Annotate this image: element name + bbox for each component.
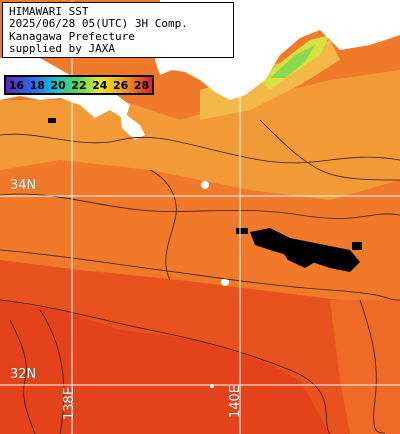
cloud-patch-5 [48, 118, 56, 123]
cold-green-region [270, 45, 315, 78]
scale-tick-20: 20 [50, 78, 66, 92]
scale-tick-28: 28 [133, 78, 150, 92]
cloud-patch-4 [352, 242, 362, 250]
title-line-2: 2025/06/28 05(UTC) 3H Comp. [9, 17, 188, 31]
land-boso [216, 58, 238, 92]
warmer-water-region [0, 300, 330, 434]
lon-label-140e: 140E [228, 384, 243, 418]
scale-tick-18: 18 [29, 78, 45, 92]
title-line-3: Kanagawa Prefecture [9, 29, 135, 43]
land-izu-tip [120, 110, 145, 140]
title-line-4: supplied by JAXA [9, 42, 115, 56]
lon-label-138e: 138E [62, 386, 77, 420]
east-water-region [330, 300, 400, 434]
land-island-miyake [221, 278, 229, 286]
cloud-patch-1 [250, 228, 360, 272]
title-line-1: HIMAWARI SST [9, 5, 89, 18]
lat-label-32n: 32N [10, 367, 37, 382]
cloud-patch-3 [236, 228, 248, 234]
title-box: HIMAWARI SST 2025/06/28 05(UTC) 3H Comp.… [2, 2, 234, 58]
cloud-patch-2 [280, 248, 315, 268]
lat-label-34n: 34N [10, 178, 37, 193]
scale-tick-26: 26 [112, 78, 129, 92]
temperature-scale-bar: 16 18 20 22 24 26 28 [4, 75, 154, 95]
scale-tick-22: 22 [71, 78, 87, 92]
scale-tick-24: 24 [92, 78, 108, 92]
scale-tick-16: 16 [8, 78, 25, 92]
isotherm-contours [0, 119, 400, 434]
land-island-oshima [201, 181, 209, 189]
